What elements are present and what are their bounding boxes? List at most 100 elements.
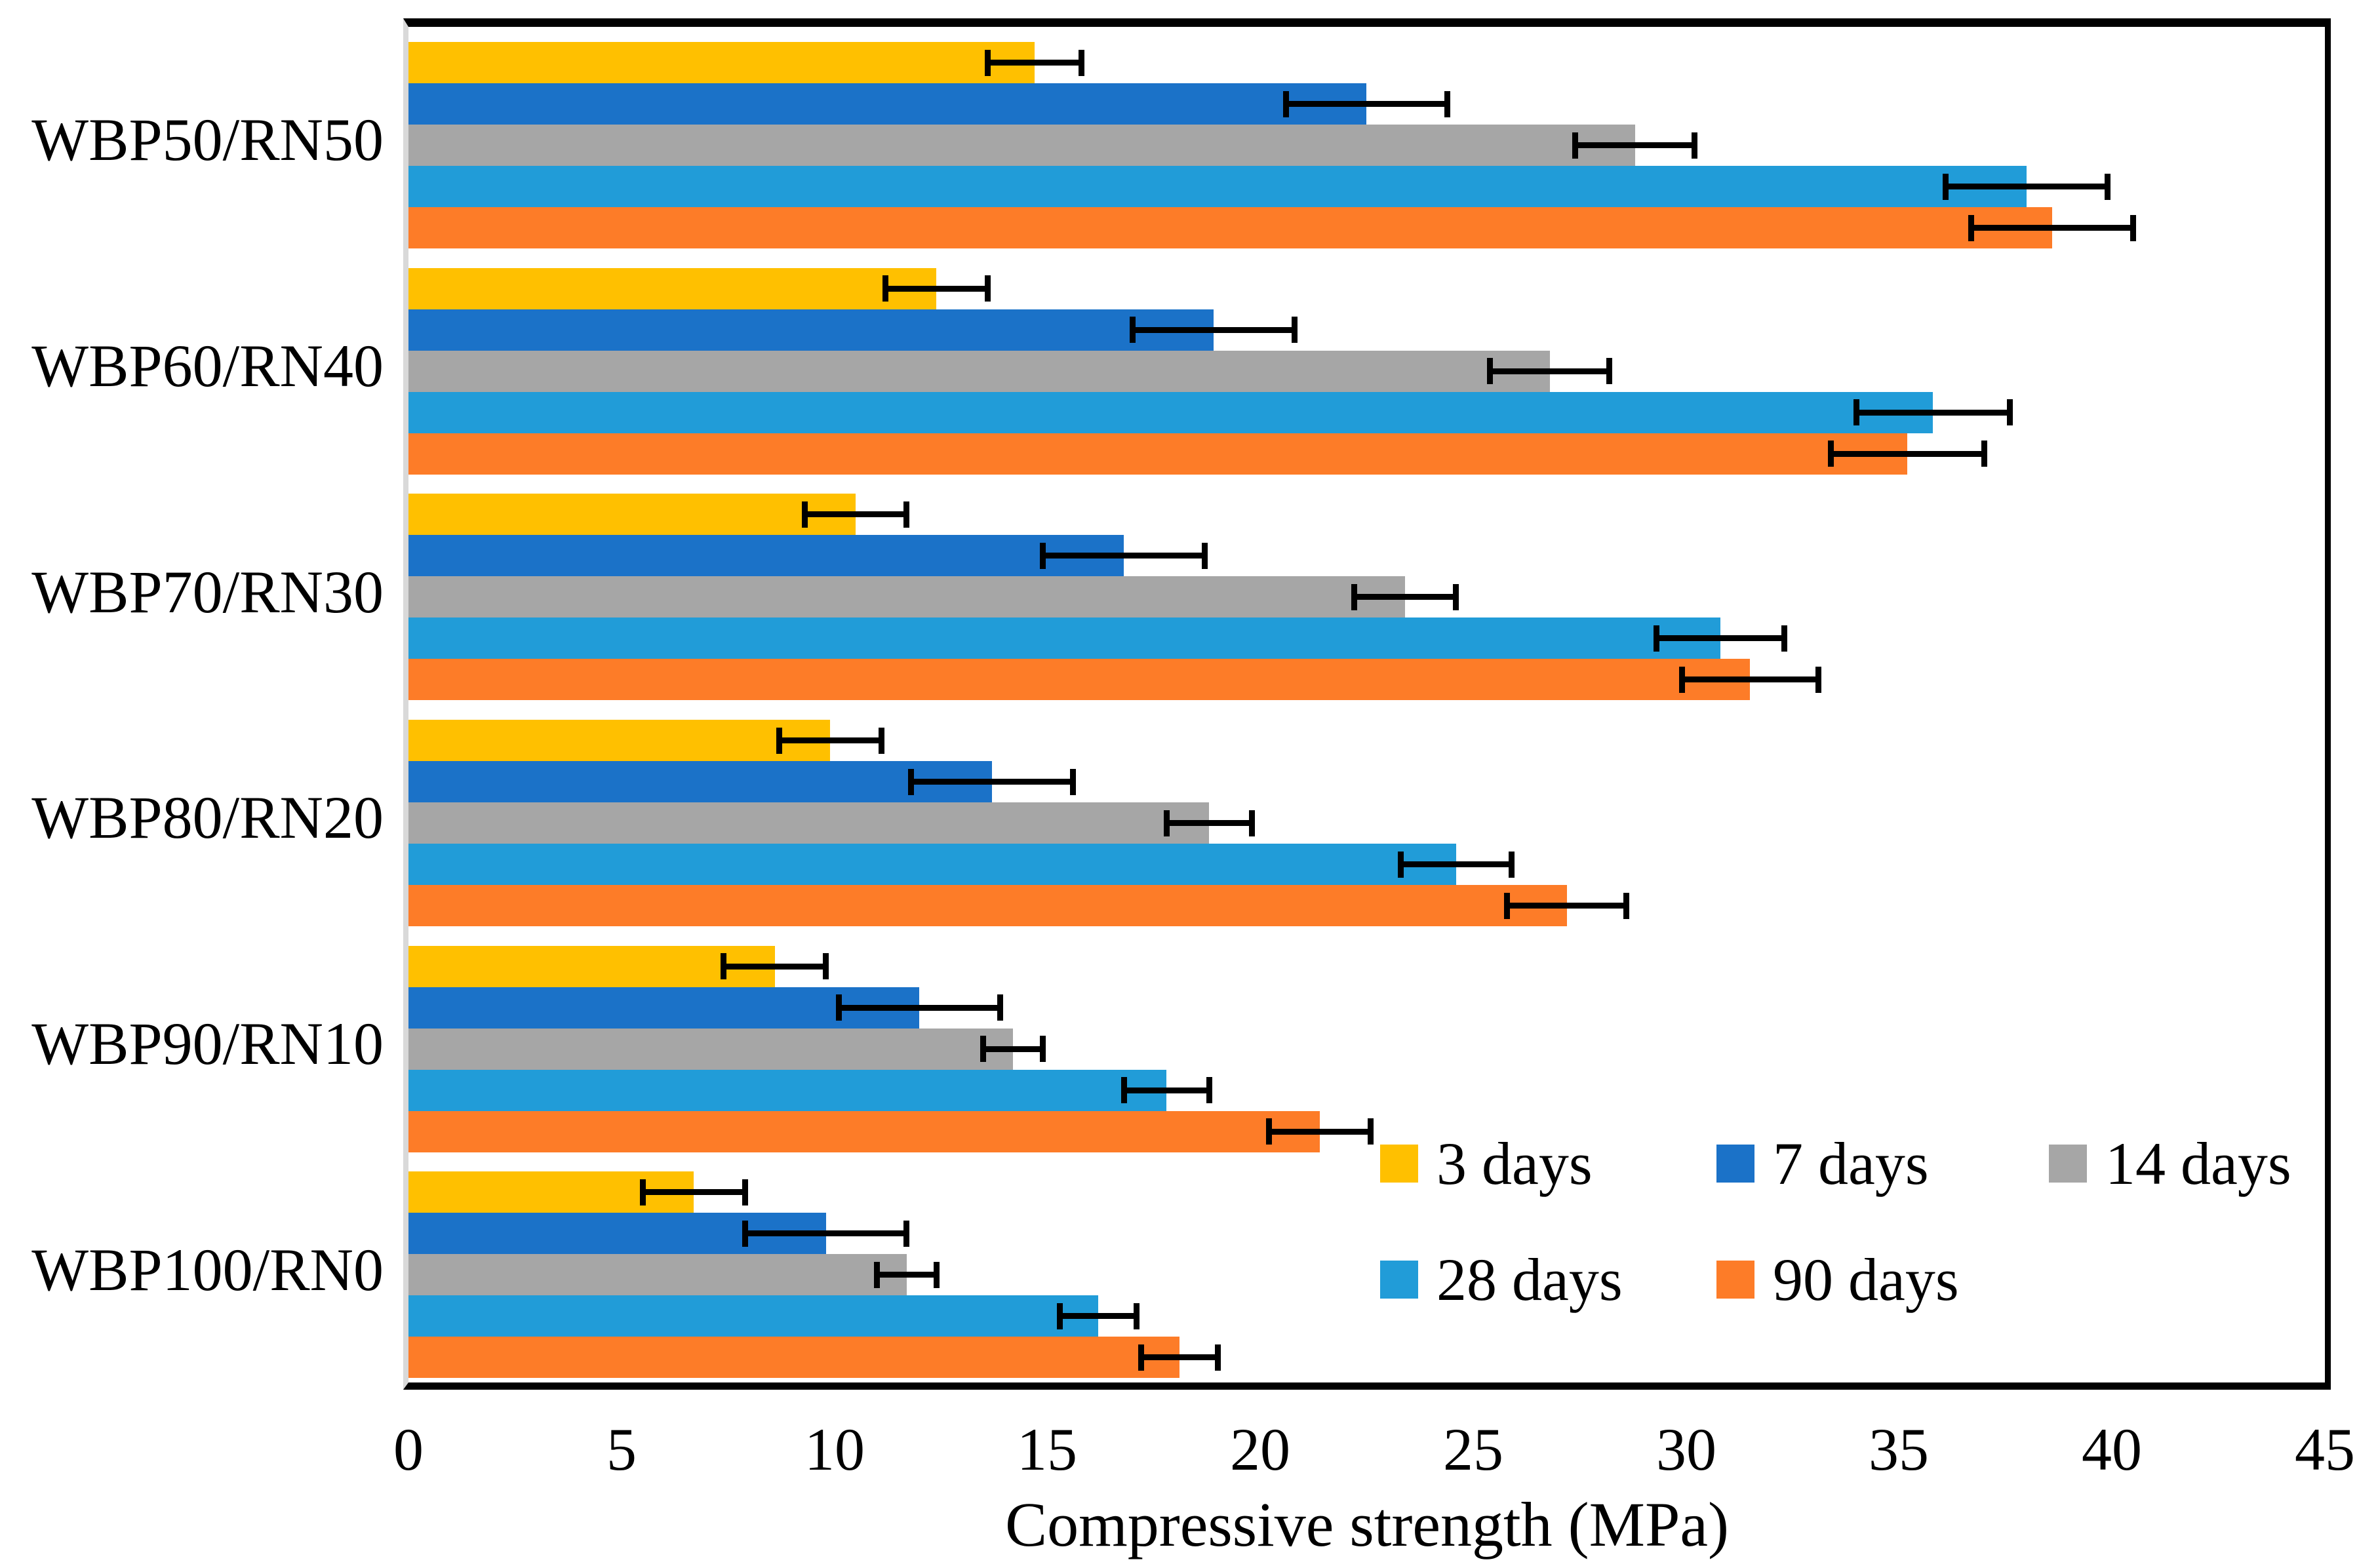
error-bar-cap xyxy=(1692,132,1697,159)
error-bar xyxy=(877,1272,937,1278)
error-bar xyxy=(1831,451,1985,457)
error-bar-cap xyxy=(1351,584,1357,610)
bar-14-days-WBP90-RN10 xyxy=(408,1029,1013,1070)
x-tick-label: 5 xyxy=(606,1416,637,1483)
category-label: WBP100/RN0 xyxy=(31,1236,384,1303)
error-bar-cap xyxy=(1266,1118,1272,1145)
legend-label: 90 days xyxy=(1773,1246,1959,1313)
error-bar xyxy=(1575,142,1695,148)
legend-label: 7 days xyxy=(1773,1130,1929,1197)
bar-7-days-WBP50-RN50 xyxy=(408,83,1366,125)
error-bar-cap xyxy=(1504,893,1510,919)
bar-14-days-WBP100-RN0 xyxy=(408,1254,907,1295)
legend-swatch-icon xyxy=(1380,1145,1418,1183)
error-bar-cap xyxy=(1815,667,1821,693)
bar-90-days-WBP60-RN40 xyxy=(408,433,1907,475)
error-bar-cap xyxy=(1079,50,1084,76)
error-bar-cap xyxy=(903,1221,909,1247)
error-bar xyxy=(1400,861,1511,867)
error-bar-cap xyxy=(1134,1303,1139,1329)
error-bar xyxy=(1124,1088,1209,1093)
error-bar-cap xyxy=(1057,1303,1063,1329)
error-bar-cap xyxy=(874,1262,880,1288)
error-bar-cap xyxy=(1215,1344,1221,1371)
category-label: WBP80/RN20 xyxy=(31,784,384,851)
error-bar-cap xyxy=(802,501,808,528)
error-bar-cap xyxy=(1202,543,1208,569)
error-bar-cap xyxy=(776,728,782,754)
bar-28-days-WBP50-RN50 xyxy=(408,166,2027,207)
error-bar-cap xyxy=(882,275,888,302)
bar-90-days-WBP90-RN10 xyxy=(408,1111,1320,1152)
bar-90-days-WBP50-RN50 xyxy=(408,207,2052,248)
error-bar-cap xyxy=(1292,317,1298,343)
error-bar xyxy=(1354,594,1456,600)
error-bar xyxy=(1946,184,2108,189)
bar-14-days-WBP70-RN30 xyxy=(408,576,1405,617)
error-bar-cap xyxy=(1444,91,1450,117)
bar-28-days-WBP90-RN10 xyxy=(408,1070,1166,1111)
error-bar-cap xyxy=(1509,852,1515,878)
x-tick-label: 45 xyxy=(2295,1416,2355,1483)
legend-label: 14 days xyxy=(2105,1130,2291,1197)
x-tick-label: 25 xyxy=(1443,1416,1503,1483)
bar-90-days-WBP80-RN20 xyxy=(408,885,1567,926)
error-bar-cap xyxy=(2105,174,2110,200)
bar-14-days-WBP50-RN50 xyxy=(408,125,1635,166)
legend-swatch-icon xyxy=(1716,1261,1754,1299)
bar-14-days-WBP80-RN20 xyxy=(408,802,1209,844)
legend-swatch-icon xyxy=(2049,1145,2087,1183)
error-bar xyxy=(1060,1313,1137,1319)
error-bar-cap xyxy=(1121,1077,1127,1103)
error-bar xyxy=(745,1230,907,1236)
error-bar-cap xyxy=(1138,1344,1144,1371)
error-bar xyxy=(1972,225,2133,231)
bar-28-days-WBP80-RN20 xyxy=(408,844,1456,885)
error-bar-cap xyxy=(1968,215,1974,241)
bar-3-days-WBP50-RN50 xyxy=(408,42,1035,83)
error-bar-cap xyxy=(640,1179,646,1205)
bar-7-days-WBP70-RN30 xyxy=(408,535,1124,576)
error-bar-cap xyxy=(1487,358,1493,384)
error-bar-cap xyxy=(985,50,991,76)
error-bar xyxy=(1141,1354,1218,1360)
error-bar xyxy=(987,60,1081,66)
error-bar-cap xyxy=(1623,893,1629,919)
error-bar-cap xyxy=(1572,132,1578,159)
legend-label: 28 days xyxy=(1437,1246,1623,1313)
error-bar xyxy=(1656,635,1784,641)
bar-28-days-WBP70-RN30 xyxy=(408,617,1720,659)
error-bar xyxy=(779,737,881,743)
x-tick-label: 10 xyxy=(804,1416,865,1483)
error-bar-cap xyxy=(1130,317,1136,343)
error-bar-cap xyxy=(1853,399,1859,425)
legend-swatch-icon xyxy=(1716,1145,1754,1183)
legend-item-3-days: 3 days xyxy=(1380,1133,1593,1194)
error-bar-cap xyxy=(2130,215,2136,241)
error-bar-cap xyxy=(1206,1077,1212,1103)
error-bar xyxy=(983,1046,1043,1052)
error-bar-cap xyxy=(980,1036,986,1062)
error-bar xyxy=(1043,553,1205,559)
category-label: WBP70/RN30 xyxy=(31,559,384,625)
bar-3-days-WBP70-RN30 xyxy=(408,494,856,535)
error-bar-cap xyxy=(879,728,884,754)
error-bar-cap xyxy=(1453,584,1459,610)
error-bar-cap xyxy=(1164,810,1170,836)
error-bar-cap xyxy=(742,1179,748,1205)
error-bar xyxy=(1286,101,1448,107)
error-bar xyxy=(1507,903,1627,909)
x-tick-label: 15 xyxy=(1017,1416,1077,1483)
legend-item-28-days: 28 days xyxy=(1380,1249,1623,1310)
error-bar-cap xyxy=(997,994,1003,1021)
error-bar-cap xyxy=(908,769,914,795)
bar-7-days-WBP60-RN40 xyxy=(408,309,1214,351)
x-tick-label: 40 xyxy=(2082,1416,2142,1483)
bar-3-days-WBP80-RN20 xyxy=(408,720,830,761)
bar-14-days-WBP60-RN40 xyxy=(408,351,1550,392)
legend-label: 3 days xyxy=(1437,1130,1593,1197)
x-axis-title: Compressive strength (MPa) xyxy=(1005,1489,1729,1559)
error-bar xyxy=(1682,676,1818,682)
error-bar xyxy=(1269,1129,1371,1135)
